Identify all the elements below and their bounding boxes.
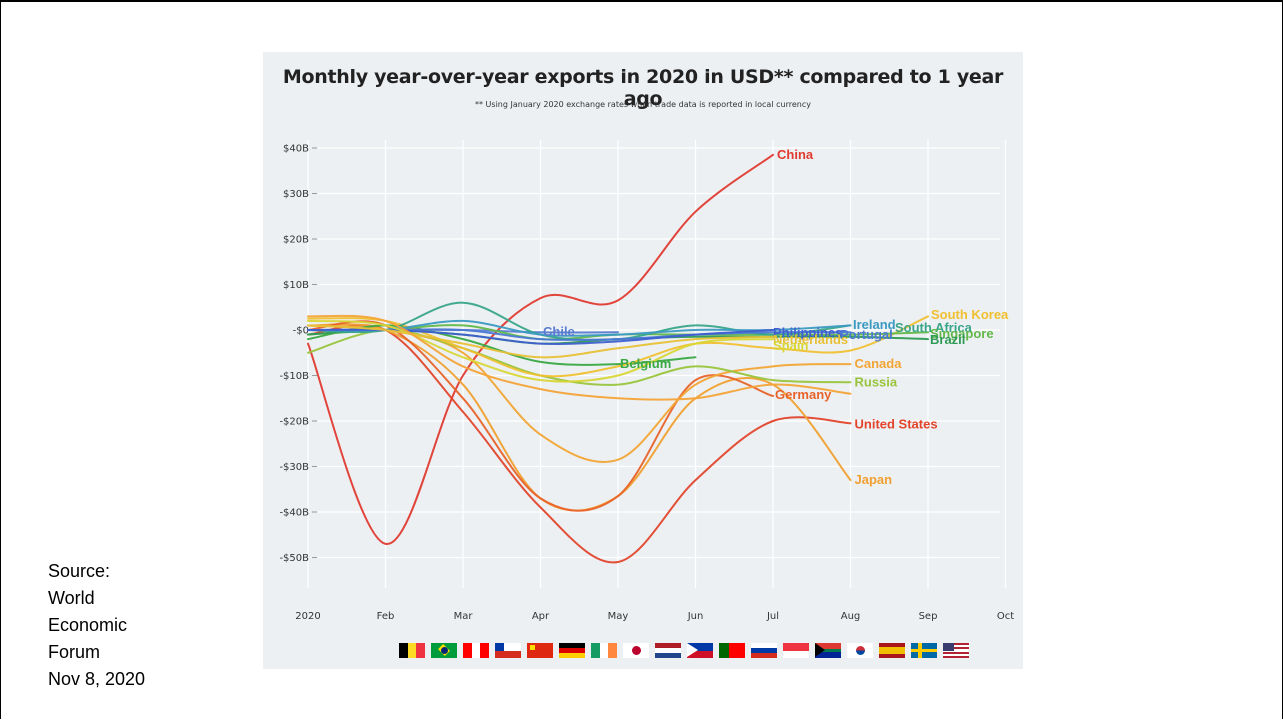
source-line: Source:	[48, 561, 111, 581]
y-tick-label: $40B	[283, 144, 309, 155]
series-label: Chile	[543, 324, 575, 339]
flag-icon	[431, 643, 457, 658]
series-label: Russia	[855, 374, 898, 389]
x-tick-label: Oct	[997, 611, 1014, 622]
flag-icon	[399, 643, 425, 658]
country-flag-row	[399, 643, 969, 660]
series-line	[307, 153, 774, 545]
x-tick-label: Jul	[766, 611, 779, 622]
y-tick-label: -$50B	[279, 553, 309, 564]
series-label: Portugal	[840, 327, 893, 342]
series-label: United States	[855, 416, 938, 431]
slide-top-border	[0, 0, 1283, 2]
series-label: Canada	[855, 356, 903, 371]
flag-icon	[783, 643, 809, 658]
chart-subtitle: ** Using January 2020 exchange rates whe…	[475, 100, 811, 109]
source-line: Nov 8, 2020	[48, 669, 146, 689]
flag-icon	[655, 643, 681, 658]
flag-icon	[751, 643, 777, 658]
y-tick-label: -$0	[293, 326, 309, 337]
x-tick-label: Aug	[841, 611, 861, 622]
x-tick-label: 2020	[295, 611, 320, 622]
source-line: World	[48, 588, 95, 608]
x-tick-label: Sep	[919, 611, 938, 622]
source-note: Source: World Economic Forum Nov 8, 2020	[48, 558, 145, 693]
series-label: China	[777, 147, 814, 162]
flag-icon	[911, 643, 937, 658]
flag-icon	[495, 643, 521, 658]
series-line	[307, 314, 852, 401]
y-tick-label: -$40B	[279, 508, 309, 519]
source-line: Forum	[48, 642, 101, 662]
series-label: Philippines	[773, 325, 842, 340]
series-label: Spain	[773, 338, 808, 353]
flag-icon	[463, 643, 489, 658]
series-line	[307, 324, 774, 359]
series-line	[307, 319, 774, 383]
flag-icon	[879, 643, 905, 658]
series-label: Singapore	[930, 326, 994, 341]
y-tick-label: -$20B	[279, 417, 309, 428]
x-tick-label: Feb	[377, 611, 395, 622]
y-tick-label: $20B	[283, 235, 309, 246]
series-line	[307, 323, 852, 512]
series-label: Germany	[775, 387, 832, 402]
flag-icon	[847, 643, 873, 658]
x-tick-label: Apr	[532, 611, 550, 622]
series-label: South Africa	[895, 320, 973, 335]
y-tick-label: $10B	[283, 280, 309, 291]
flag-icon	[719, 643, 745, 658]
series-label: Ireland	[853, 317, 896, 332]
series-label: Japan	[855, 472, 893, 487]
series-label: Belgium	[620, 356, 671, 371]
flag-icon	[559, 643, 585, 658]
x-tick-label: Jun	[687, 611, 704, 622]
chart-title: Monthly year-over-year exports in 2020 i…	[282, 66, 1004, 110]
flag-icon	[943, 643, 969, 658]
flag-icon	[527, 643, 553, 658]
x-tick-label: May	[608, 611, 629, 622]
series-line	[307, 324, 852, 564]
chart-panel	[263, 52, 1023, 669]
flag-icon	[623, 643, 649, 658]
y-tick-label: -$30B	[279, 462, 309, 473]
y-tick-label: $30B	[283, 189, 309, 200]
y-tick-label: -$10B	[279, 371, 309, 382]
source-line: Economic	[48, 615, 128, 635]
series-label: Netherlands	[773, 332, 848, 347]
flag-icon	[815, 643, 841, 658]
series-label: Brazil	[930, 332, 965, 347]
flag-icon	[591, 643, 617, 658]
series-label: South Korea	[931, 307, 1009, 322]
flag-icon	[687, 643, 713, 658]
x-tick-label: Mar	[454, 611, 474, 622]
